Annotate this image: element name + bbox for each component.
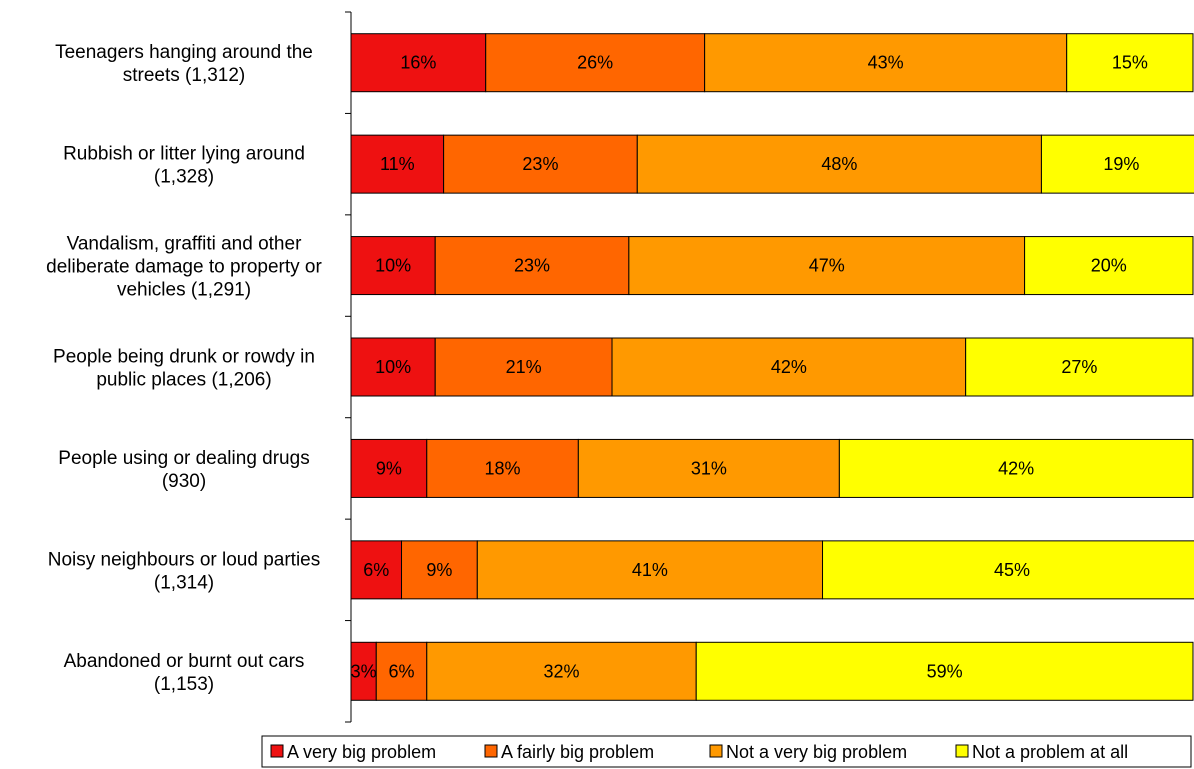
bar-segment xyxy=(426,641,697,701)
bar-row: Teenagers hanging around the streets (1,3… xyxy=(55,33,1194,93)
category-label-line: (1,328) xyxy=(154,167,214,188)
bar-segment xyxy=(838,438,1194,498)
legend: A very big problem A fairly big problem No… xyxy=(261,735,1192,768)
legend-item: A very big problem xyxy=(270,742,436,762)
legend-swatch xyxy=(484,744,498,758)
data-label: 45% xyxy=(994,560,1030,580)
data-label: 48% xyxy=(821,154,857,174)
category-label-line: People being drunk or rowdy in xyxy=(53,347,315,368)
legend-item: A fairly big problem xyxy=(484,742,654,762)
plot-area: Teenagers hanging around the streets (1,3… xyxy=(46,11,1194,723)
category-label-line: (1,314) xyxy=(154,572,214,593)
legend-swatch xyxy=(709,744,723,758)
data-label: 27% xyxy=(1061,357,1097,377)
bar-segment xyxy=(485,33,706,93)
category-label: People using or dealing drugs (930) xyxy=(58,448,309,492)
data-label: 42% xyxy=(771,357,807,377)
data-label: 11% xyxy=(380,154,415,174)
category-label-line: vehicles (1,291) xyxy=(117,280,251,301)
bar-segment xyxy=(695,641,1194,701)
data-label: 59% xyxy=(927,661,963,681)
bar-segment xyxy=(350,337,436,397)
bar-segment xyxy=(636,134,1042,194)
bar-row: People being drunk or rowdy in public pla… xyxy=(53,337,1194,397)
category-label-line: Rubbish or litter lying around xyxy=(63,144,305,165)
category-label-line: (1,153) xyxy=(154,674,214,695)
data-label: 31% xyxy=(691,458,727,478)
category-label: Teenagers hanging around the streets (1,3… xyxy=(55,42,313,86)
bar-segment xyxy=(1024,236,1194,296)
category-label-line: public places (1,206) xyxy=(96,370,271,391)
data-label: 23% xyxy=(514,256,550,276)
category-label-line: deliberate damage to property or xyxy=(46,257,322,278)
category-label-line: Abandoned or burnt out cars xyxy=(64,651,305,672)
category-label: Abandoned or burnt out cars (1,153) xyxy=(64,651,305,695)
bar-segment xyxy=(611,337,967,397)
legend-label: A fairly big problem xyxy=(501,742,654,762)
bar-row: Rubbish or litter lying around (1,328) 11%… xyxy=(63,134,1194,194)
category-label-line: streets (1,312) xyxy=(123,65,246,86)
category-label: Vandalism, graffiti and other deliberate … xyxy=(46,234,322,301)
bar-segment xyxy=(577,438,840,498)
category-label-line: (930) xyxy=(162,471,206,492)
bar-segment xyxy=(434,236,630,296)
legend-item: Not a very big problem xyxy=(709,742,907,762)
legend-label: Not a problem at all xyxy=(972,742,1128,762)
bar-segment xyxy=(350,33,487,93)
data-label: 9% xyxy=(426,560,452,580)
bar-row: People using or dealing drugs (930) 9% 18% 3… xyxy=(58,438,1194,498)
bar-segment xyxy=(1066,33,1194,93)
category-label: Rubbish or litter lying around (1,328) xyxy=(63,144,305,188)
data-label: 10% xyxy=(375,256,411,276)
bar-segment xyxy=(350,540,403,600)
data-label: 20% xyxy=(1091,256,1127,276)
data-label: 3% xyxy=(351,661,377,681)
data-label: 41% xyxy=(632,560,668,580)
data-label: 23% xyxy=(522,154,558,174)
data-label: 6% xyxy=(363,560,389,580)
data-label: 9% xyxy=(376,458,402,478)
legend-item: Not a problem at all xyxy=(955,742,1128,762)
data-label: 16% xyxy=(400,53,436,73)
data-label: 43% xyxy=(868,53,904,73)
legend-swatch xyxy=(955,744,969,758)
bar-row: Vandalism, graffiti and other deliberate … xyxy=(46,234,1194,301)
category-label-line: Noisy neighbours or loud parties xyxy=(48,549,321,570)
data-label: 18% xyxy=(485,458,521,478)
legend-label: A very big problem xyxy=(287,742,436,762)
bar-segment xyxy=(375,641,428,701)
bar-segment xyxy=(443,134,638,194)
bar-segment xyxy=(965,337,1194,397)
bar-segment xyxy=(822,540,1194,600)
category-label-line: Vandalism, graffiti and other xyxy=(67,234,302,255)
legend-label: Not a very big problem xyxy=(726,742,907,762)
bar-segment xyxy=(434,337,613,397)
data-label: 10% xyxy=(375,357,411,377)
data-label: 26% xyxy=(577,53,613,73)
data-label: 47% xyxy=(809,256,845,276)
data-label: 15% xyxy=(1112,53,1148,73)
bar-row: Abandoned or burnt out cars (1,153) 3% 6% 32… xyxy=(64,641,1194,701)
category-label: People being drunk or rowdy in public pla… xyxy=(53,347,315,391)
legend-swatch xyxy=(270,744,284,758)
bar-segment xyxy=(401,540,478,600)
data-label: 6% xyxy=(389,661,415,681)
bar-segment xyxy=(350,641,377,701)
bar-row: Noisy neighbours or loud parties (1,314) 6… xyxy=(48,540,1194,600)
data-label: 32% xyxy=(543,661,579,681)
legend-box xyxy=(261,735,1192,768)
bar-segment xyxy=(628,236,1026,296)
bar-segment xyxy=(476,540,824,600)
bar-segment xyxy=(350,134,445,194)
bar-segment xyxy=(704,33,1068,93)
category-label: Noisy neighbours or loud parties (1,314) xyxy=(48,549,321,593)
category-label-line: People using or dealing drugs xyxy=(58,448,309,469)
data-label: 21% xyxy=(506,357,542,377)
bar-segment xyxy=(1040,134,1194,194)
data-label: 19% xyxy=(1103,154,1139,174)
data-label: 42% xyxy=(998,458,1034,478)
category-label-line: Teenagers hanging around the xyxy=(55,42,313,63)
